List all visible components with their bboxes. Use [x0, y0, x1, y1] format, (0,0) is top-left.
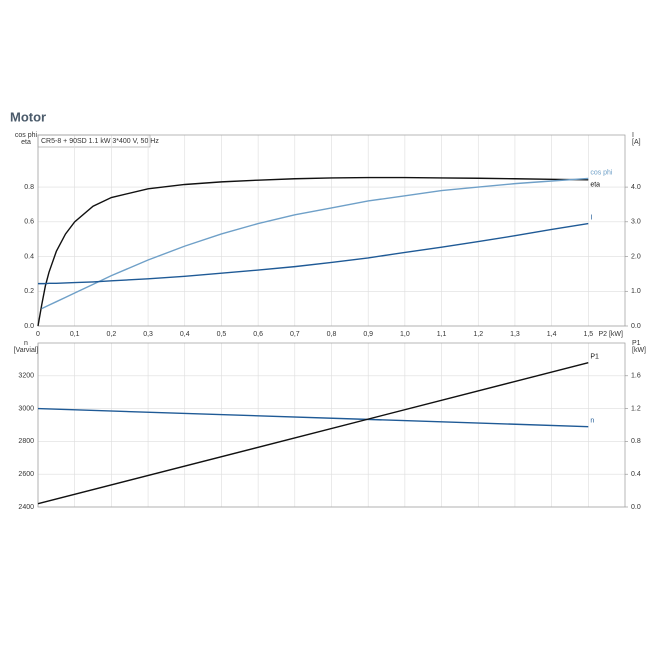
- y2-tick-label: 0.0: [631, 504, 641, 511]
- y-axis-label: n: [24, 340, 28, 347]
- y2-tick-label: 0.4: [631, 471, 641, 478]
- x-tick-label: 1,4: [547, 331, 557, 338]
- x-tick-label: 0,2: [107, 331, 117, 338]
- series-label: cos phi: [590, 169, 613, 176]
- x-tick-label: 0,1: [70, 331, 80, 338]
- y2-tick-label: 1.6: [631, 373, 641, 380]
- y2-tick-label: 0.8: [631, 438, 641, 445]
- page-title: Motor: [10, 109, 46, 124]
- y-tick-label: 2800: [18, 438, 34, 445]
- series-line: [37, 362, 589, 505]
- y-tick-label: 0.6: [24, 219, 34, 226]
- y-tick-label: 2600: [18, 471, 34, 478]
- x-tick-label: 0,3: [143, 331, 153, 338]
- x-tick-label: 1,3: [510, 331, 520, 338]
- series-line: [38, 222, 589, 285]
- series-line: [37, 176, 589, 327]
- y-tick-label: 0.0: [24, 323, 34, 330]
- y-tick-label: 3200: [18, 373, 34, 380]
- y2-tick-label: 2.0: [631, 253, 641, 260]
- y2-tick-label: 4.0: [631, 184, 641, 191]
- y2-axis-label: [A]: [632, 139, 641, 146]
- x-tick-label: 0,8: [327, 331, 337, 338]
- x-tick-label: 0,6: [253, 331, 263, 338]
- plot-frame: [37, 342, 626, 508]
- y2-tick-label: 1.0: [631, 288, 641, 295]
- x-tick-label: 1,5: [583, 331, 593, 338]
- legend-text: CR5-8 + 90SD 1.1 kW 3*400 V, 50 Hz: [41, 138, 159, 145]
- y2-axis-label: I: [632, 132, 634, 139]
- x-tick-label: 1,1: [437, 331, 447, 338]
- y2-tick-label: 0.0: [631, 323, 641, 330]
- y-axis-label: [Varvial]: [14, 347, 39, 354]
- x-tick-label: 0,5: [217, 331, 227, 338]
- x-tick-label: 0,9: [363, 331, 373, 338]
- y2-tick-label: 3.0: [631, 219, 641, 226]
- x-tick-label: 0,7: [290, 331, 300, 338]
- y-tick-label: 2400: [18, 504, 34, 511]
- plot-frame: [37, 134, 626, 327]
- y-tick-label: 0.2: [24, 288, 34, 295]
- y-axis-label: eta: [21, 139, 31, 146]
- x-tick-label: 1,2: [473, 331, 483, 338]
- series-label: P1: [590, 354, 599, 361]
- y-tick-label: 0.4: [24, 253, 34, 260]
- y2-axis-label: P1: [632, 340, 641, 347]
- y2-axis-label: [kW]: [632, 347, 646, 354]
- series-label: I: [590, 214, 592, 221]
- y2-tick-label: 1.2: [631, 405, 641, 412]
- series-line: [41, 177, 589, 310]
- y-tick-label: 0.8: [24, 184, 34, 191]
- x-axis-label: P2 [kW]: [598, 331, 623, 338]
- x-tick-label: 1,0: [400, 331, 410, 338]
- y-tick-label: 3000: [18, 405, 34, 412]
- x-tick-label: 0,4: [180, 331, 190, 338]
- series-label: eta: [590, 182, 600, 189]
- y-axis-label: cos phi: [15, 132, 38, 139]
- x-tick-label: 0: [36, 331, 40, 338]
- series-line: [37, 407, 589, 428]
- series-label: n: [590, 417, 594, 424]
